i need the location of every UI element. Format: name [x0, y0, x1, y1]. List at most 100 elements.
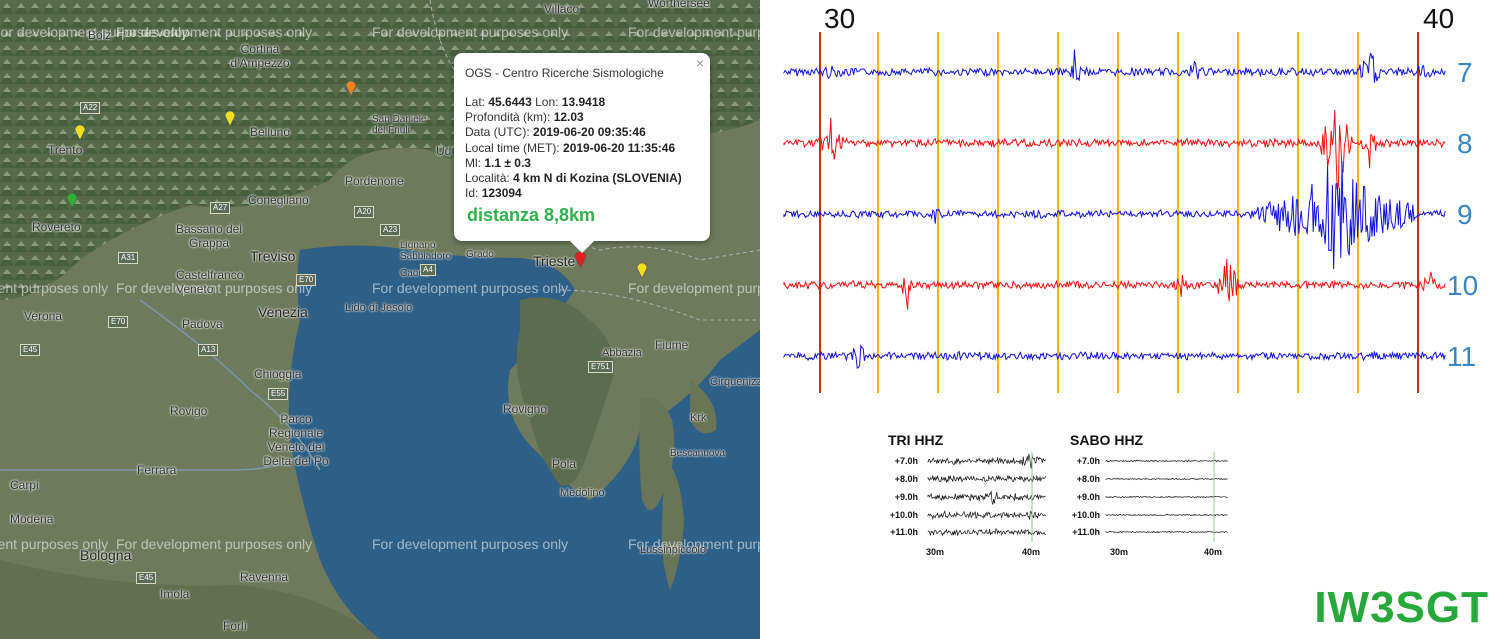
road-shield: E55 [268, 388, 289, 400]
mini-trace [927, 453, 1046, 469]
seismic-trace [783, 109, 1446, 190]
place-label: Padova [182, 317, 223, 331]
mini-trace [927, 527, 1046, 537]
earthquake-marker-yellow[interactable] [74, 124, 86, 140]
helicorder-plot [783, 32, 1446, 393]
place-label: Villaco [544, 2, 580, 16]
x-tick-label: 40m [1204, 547, 1223, 557]
place-label: Bolz [88, 28, 112, 42]
road-shield: E45 [20, 344, 41, 356]
earthquake-marker-green[interactable] [66, 192, 78, 208]
place-label: Venezia [258, 304, 308, 320]
place-label: Worthersee [648, 0, 710, 10]
hour-offset-label: +11.0h [1072, 527, 1100, 537]
place-label: Ud [436, 144, 452, 158]
place-label: Conegliano [248, 193, 309, 207]
seismogram-panel: 30 40 7 8 9 10 11 TRI HHZ +7.0h +8.0h +9… [760, 0, 1505, 639]
hour-offset-label: +9.0h [1076, 492, 1100, 502]
road-shield: E751 [588, 361, 613, 373]
seismic-trace [783, 161, 1446, 270]
mini-trace [1105, 495, 1228, 499]
place-label: Trieste [533, 253, 576, 269]
id-label: Id: [465, 186, 479, 200]
place-label: Imola [160, 587, 190, 601]
place-label: Cirquenizza [710, 376, 760, 388]
popup-coords: Lat: 45.6443 Lon: 13.9418 [465, 95, 605, 109]
earthquake-marker-yellow[interactable] [224, 110, 236, 126]
popup-id: Id: 123094 [465, 186, 522, 200]
place-label: Abbazia [602, 347, 642, 359]
road-shield: A4 [420, 264, 436, 276]
place-label: Parco Regionale Veneto del Delta del Po [263, 412, 329, 468]
x-tick-label: 30m [926, 547, 945, 557]
station-title-sabo: SABO HHZ [1070, 432, 1144, 448]
map-panel[interactable]: For development purposes only For develo… [0, 0, 760, 639]
lon-value: 13.9418 [561, 95, 606, 109]
station-thumbnail-plots [927, 452, 1228, 542]
watermark: For development purposes only [628, 536, 760, 552]
local-time-value: 2019-06-20 11:35:46 [563, 141, 676, 155]
x-tick-label: 40m [1022, 547, 1041, 557]
place-label: Rovigno [503, 402, 548, 416]
road-shield: E70 [296, 274, 317, 286]
road-shield: A27 [210, 202, 231, 214]
mini-trace [1105, 459, 1228, 463]
seismic-trace [783, 344, 1446, 369]
watermark: For development purposes only [628, 280, 760, 296]
place-label: Caorle [400, 268, 430, 279]
depth-value: 12.03 [553, 110, 584, 124]
place-label: Lussinpiccolo [640, 544, 707, 556]
watermark: For development purposes only [116, 280, 313, 296]
place-label: Modena [10, 512, 54, 526]
road-shield: A31 [118, 252, 139, 264]
place-label: Lignano Sabbiadoro [400, 240, 452, 262]
location-value: 4 km N di Kozina (SLOVENIA) [513, 171, 682, 185]
hour-offset-label: +10.0h [889, 510, 918, 520]
hour-label: 11 [1447, 341, 1477, 372]
depth-label: Profondità (km): [465, 110, 551, 124]
magnitude-label: Ml: [465, 156, 481, 170]
date-label: Data (UTC): [465, 125, 530, 139]
watermark: For development purposes only [116, 24, 313, 40]
seismic-trace [783, 49, 1446, 83]
place-label: Fiume [655, 338, 689, 352]
place-label: Bologna [80, 547, 132, 563]
popup-location: Località: 4 km N di Kozina (SLOVENIA) [465, 171, 682, 185]
seismic-trace [783, 258, 1446, 310]
earthquake-marker-orange[interactable] [345, 80, 357, 96]
hour-offset-label: +8.0h [1076, 474, 1100, 484]
place-label: Rovigo [170, 404, 208, 418]
close-icon[interactable]: × [695, 55, 704, 71]
watermark: For development purposes only [0, 280, 109, 296]
x-tick-label: 30m [1110, 547, 1129, 557]
place-label: Treviso [250, 248, 296, 264]
place-label: Chioggia [254, 367, 302, 381]
lat-label: Lat: [465, 95, 486, 109]
place-label: Castelfranco Veneto [176, 268, 244, 296]
watermark: For development purposes only [0, 24, 189, 40]
place-label: Pola [552, 457, 577, 471]
earthquake-marker-yellow[interactable] [636, 262, 648, 278]
location-label: Località: [465, 171, 510, 185]
place-label: Ravenna [240, 570, 289, 584]
mini-trace [927, 491, 1046, 505]
hour-label: 7 [1457, 57, 1473, 88]
place-label: Carpi [10, 478, 39, 492]
road-shield: A20 [354, 206, 375, 218]
mini-trace [1105, 513, 1228, 517]
place-label: Verona [24, 309, 63, 323]
place-label: Belluno [250, 125, 291, 139]
lat-value: 45.6443 [488, 95, 532, 109]
popup-title: OGS - Centro Ricerche Sismologiche [465, 66, 664, 80]
place-label: Bescanuova [670, 448, 726, 459]
hour-offset-label: +8.0h [894, 474, 918, 484]
place-label: Rovereto [32, 220, 81, 234]
hour-offset-label: +11.0h [890, 527, 918, 537]
place-label: San Daniele del Friuli [372, 114, 427, 136]
watermark: For development purposes only [372, 280, 569, 296]
mini-trace [927, 474, 1046, 483]
road-shield: E70 [108, 316, 129, 328]
place-label: Medolino [560, 487, 605, 499]
date-value: 2019-06-20 09:35:46 [533, 125, 646, 139]
mini-trace [927, 510, 1046, 520]
